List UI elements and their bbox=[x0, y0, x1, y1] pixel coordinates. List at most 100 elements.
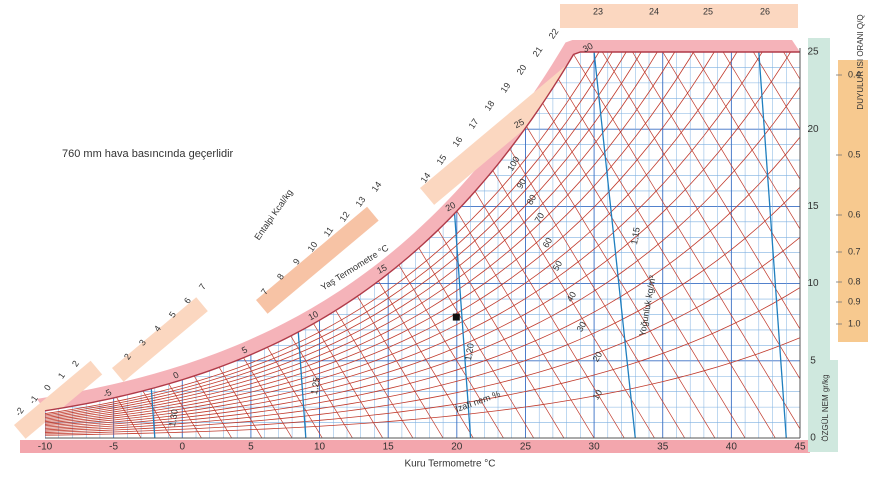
enthalpy-tick-d: 14 bbox=[419, 171, 433, 185]
rh-curve bbox=[45, 52, 800, 414]
x-tick-label: 40 bbox=[726, 442, 738, 453]
x-tick-label: 20 bbox=[451, 442, 463, 453]
rh-curve bbox=[45, 287, 800, 435]
enthalpy-gridline bbox=[602, 52, 800, 438]
pressure-note: 760 mm hava basıncında geçerlidir bbox=[62, 148, 234, 160]
rh-curve bbox=[45, 237, 800, 433]
x-tick-label: 45 bbox=[794, 442, 806, 453]
x-tick-label: 5 bbox=[248, 442, 254, 453]
rh-curve bbox=[45, 52, 800, 423]
enthalpy-tick-d: 18 bbox=[483, 99, 497, 113]
enthalpy-band-a bbox=[13, 360, 103, 439]
enthalpy-gridline bbox=[45, 52, 232, 438]
enthalpy-tick-b: 6 bbox=[182, 296, 193, 306]
shr-axis-band bbox=[838, 60, 868, 342]
x-axis-band bbox=[20, 440, 810, 453]
enthalpy-tick-d: 16 bbox=[451, 135, 465, 149]
rh-tick: 50 bbox=[551, 259, 565, 273]
rh-curve bbox=[45, 52, 800, 427]
x-tick-label: 10 bbox=[314, 442, 326, 453]
specific-volume-tick: 1,25 bbox=[309, 376, 322, 395]
wet-bulb-tick: 20 bbox=[444, 200, 458, 214]
rh-tick: 60 bbox=[541, 236, 555, 250]
enthalpy-gridline bbox=[753, 52, 800, 438]
enthalpy-tick-c: 7 bbox=[259, 287, 270, 297]
y-axis-band bbox=[808, 38, 830, 452]
shr-tick-label: 0.7 bbox=[848, 246, 861, 256]
rh-tick: 90 bbox=[515, 177, 529, 191]
y-tick-label: 25 bbox=[807, 47, 819, 58]
wet-bulb-tick: 30 bbox=[581, 41, 595, 55]
shr-tick-label: 0.5 bbox=[848, 149, 861, 159]
enthalpy-tick-d: 21 bbox=[531, 45, 545, 59]
enthalpy-tick-b: 7 bbox=[197, 282, 208, 292]
wet-bulb-tick: 15 bbox=[375, 262, 389, 276]
enthalpy-tick-a: -1 bbox=[27, 393, 40, 405]
enthalpy-tick-c: 9 bbox=[291, 257, 302, 267]
enthalpy-tick-a: 2 bbox=[70, 359, 81, 369]
enthalpy-tick-d: 17 bbox=[467, 117, 481, 131]
rh-curve bbox=[45, 52, 800, 425]
x-tick-label: -10 bbox=[38, 442, 53, 453]
wet-bulb-tick: 10 bbox=[306, 309, 320, 323]
enthalpy-tick-e: 23 bbox=[593, 6, 603, 16]
rh-curve bbox=[45, 337, 800, 436]
enthalpy-band-c bbox=[255, 206, 379, 314]
enthalpy-tick-e: 25 bbox=[703, 6, 713, 16]
enthalpy-tick-d: 19 bbox=[499, 81, 513, 95]
enthalpy-tick-b: 5 bbox=[167, 310, 178, 320]
enthalpy-tick-b: 4 bbox=[152, 324, 163, 334]
enthalpy-gridline bbox=[722, 52, 800, 438]
rh-curve bbox=[45, 52, 800, 420]
enthalpy-tick-c: 13 bbox=[354, 195, 368, 209]
x-tick-label: 30 bbox=[589, 442, 601, 453]
saturation-curve bbox=[44, 51, 800, 412]
rh-curve bbox=[45, 186, 800, 432]
enthalpy-tick-c: 8 bbox=[275, 272, 286, 282]
rh-curve bbox=[45, 52, 800, 419]
enthalpy-top-band bbox=[560, 4, 798, 28]
shr-tick-label: 0.9 bbox=[848, 296, 861, 306]
rh-tick: 30 bbox=[575, 320, 589, 334]
enthalpy-tick-a: 0 bbox=[42, 383, 53, 393]
specific-volume-line bbox=[758, 52, 787, 438]
rh-tick: 80 bbox=[525, 193, 539, 207]
specific-volume-line bbox=[593, 52, 636, 438]
y-tick-label: 0 bbox=[810, 433, 816, 444]
rh-curve bbox=[45, 52, 800, 421]
y-tick-label: 10 bbox=[807, 278, 819, 289]
rh-curve bbox=[45, 136, 800, 431]
x-axis-title: Kuru Termometre °C bbox=[404, 459, 495, 470]
enthalpy-tick-c: 12 bbox=[338, 210, 352, 224]
enthalpy-tick-d: 20 bbox=[515, 63, 529, 77]
wet-bulb-tick: -5 bbox=[101, 387, 113, 400]
x-tick-label: 15 bbox=[383, 442, 395, 453]
x-tick-label: 25 bbox=[520, 442, 532, 453]
rh-curve bbox=[45, 86, 800, 429]
shr-tick-label: 1.0 bbox=[848, 318, 861, 328]
y-tick-label: 5 bbox=[810, 355, 816, 366]
enthalpy-tick-a: 1 bbox=[56, 371, 67, 381]
enthalpy-tick-c: 10 bbox=[306, 240, 320, 254]
x-tick-label: 0 bbox=[179, 442, 185, 453]
y-tick-label: 20 bbox=[807, 124, 819, 135]
y-axis-label-band bbox=[812, 360, 838, 452]
enthalpy-tick-b: 3 bbox=[137, 338, 148, 348]
enthalpy-tick-b: 2 bbox=[122, 352, 133, 362]
enthalpy-band-b bbox=[112, 297, 208, 382]
x-tick-label: -5 bbox=[109, 442, 118, 453]
y-axis-title: ÖZGÜL NEM gr/kg bbox=[821, 374, 830, 441]
enthalpy-tick-d: 22 bbox=[547, 27, 561, 41]
rh-curve bbox=[45, 52, 800, 428]
rh-curve bbox=[45, 52, 800, 424]
shr-axis-title: DUYULUR ISI ORANI Q/Q bbox=[856, 14, 865, 109]
specific-volume-tick: 1,15 bbox=[629, 226, 642, 245]
enthalpy-tick-a: -2 bbox=[13, 405, 26, 417]
state-point-marker bbox=[452, 313, 460, 321]
wet-bulb-tick: 0 bbox=[171, 370, 180, 381]
rh-curve bbox=[45, 52, 800, 416]
enthalpy-gridline bbox=[692, 52, 800, 438]
rh-curve bbox=[45, 52, 800, 417]
